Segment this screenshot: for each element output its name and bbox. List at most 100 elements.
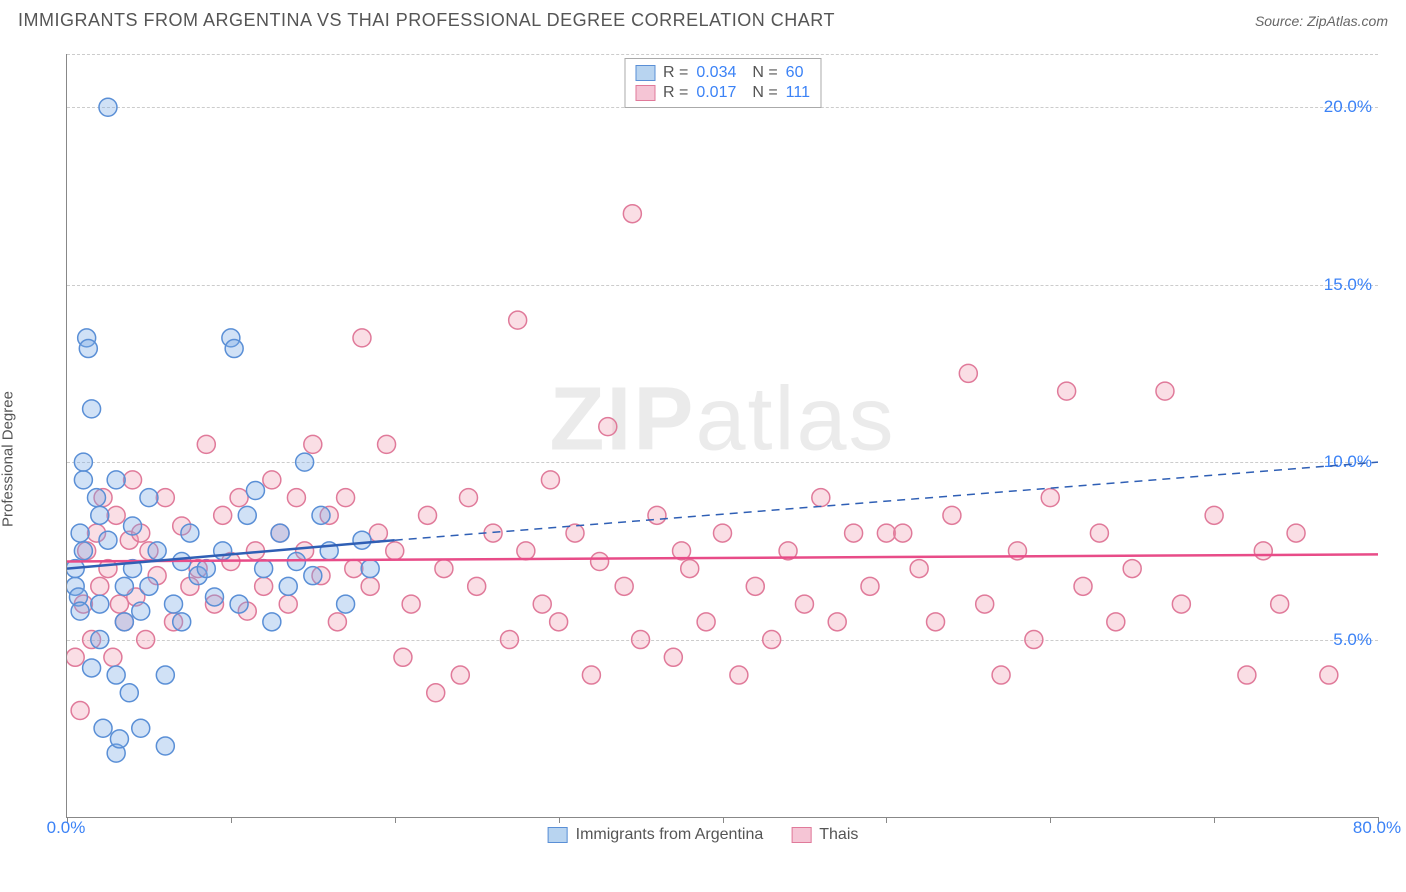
scatter-point-thais — [328, 613, 346, 631]
scatter-point-thais — [1156, 382, 1174, 400]
scatter-point-thais — [71, 702, 89, 720]
scatter-point-argentina — [74, 542, 92, 560]
scatter-point-thais — [156, 489, 174, 507]
chart-source: Source: ZipAtlas.com — [1255, 13, 1388, 29]
scatter-point-argentina — [238, 506, 256, 524]
scatter-point-argentina — [165, 595, 183, 613]
scatter-point-thais — [1205, 506, 1223, 524]
scatter-point-argentina — [181, 524, 199, 542]
scatter-point-thais — [1172, 595, 1190, 613]
scatter-point-thais — [287, 489, 305, 507]
scatter-point-thais — [197, 435, 215, 453]
scatter-point-argentina — [120, 684, 138, 702]
scatter-point-thais — [877, 524, 895, 542]
x-tick-mark — [231, 817, 232, 823]
scatter-point-thais — [795, 595, 813, 613]
legend-r-label: R = — [663, 64, 688, 82]
chart-title: IMMIGRANTS FROM ARGENTINA VS THAI PROFES… — [18, 10, 835, 31]
chart-area: Professional Degree ZIPatlas R = 0.034 N… — [18, 44, 1388, 874]
legend-swatch-thais — [791, 827, 811, 843]
scatter-point-thais — [541, 471, 559, 489]
scatter-point-thais — [279, 595, 297, 613]
series-legend-item: Immigrants from Argentina — [548, 826, 764, 844]
scatter-point-argentina — [337, 595, 355, 613]
scatter-point-thais — [763, 631, 781, 649]
x-tick-mark — [559, 817, 560, 823]
scatter-point-thais — [67, 648, 84, 666]
scatter-point-thais — [451, 666, 469, 684]
scatter-point-argentina — [225, 340, 243, 358]
legend-n-value: 111 — [786, 84, 810, 102]
scatter-point-thais — [714, 524, 732, 542]
scatter-point-argentina — [156, 737, 174, 755]
scatter-point-thais — [509, 311, 527, 329]
scatter-point-argentina — [132, 602, 150, 620]
scatter-point-thais — [533, 595, 551, 613]
scatter-point-argentina — [91, 631, 109, 649]
scatter-point-thais — [910, 560, 928, 578]
scatter-point-argentina — [197, 560, 215, 578]
scatter-point-thais — [1025, 631, 1043, 649]
scatter-point-thais — [550, 613, 568, 631]
plot-region: ZIPatlas R = 0.034 N = 60 R = 0.017 N = … — [66, 54, 1378, 818]
scatter-point-argentina — [91, 595, 109, 613]
x-tick-mark — [723, 817, 724, 823]
scatter-point-thais — [746, 577, 764, 595]
legend-swatch-argentina — [548, 827, 568, 843]
scatter-point-thais — [632, 631, 650, 649]
legend-n-label: N = — [752, 64, 777, 82]
stats-legend-row: R = 0.017 N = 111 — [635, 83, 810, 103]
scatter-point-thais — [263, 471, 281, 489]
scatter-point-thais — [959, 364, 977, 382]
scatter-point-thais — [1074, 577, 1092, 595]
scatter-point-thais — [615, 577, 633, 595]
scatter-point-argentina — [110, 730, 128, 748]
scatter-point-thais — [1041, 489, 1059, 507]
scatter-point-thais — [976, 595, 994, 613]
scatter-point-thais — [369, 524, 387, 542]
scatter-point-argentina — [124, 517, 142, 535]
scatter-point-argentina — [205, 588, 223, 606]
x-tick-mark — [395, 817, 396, 823]
scatter-point-thais — [353, 329, 371, 347]
scatter-point-argentina — [94, 719, 112, 737]
scatter-point-thais — [1287, 524, 1305, 542]
legend-r-value: 0.017 — [696, 84, 744, 102]
scatter-point-argentina — [271, 524, 289, 542]
scatter-point-argentina — [115, 613, 133, 631]
scatter-point-argentina — [230, 595, 248, 613]
scatter-point-argentina — [353, 531, 371, 549]
scatter-point-thais — [927, 613, 945, 631]
scatter-point-argentina — [263, 613, 281, 631]
x-tick-label: 0.0% — [47, 818, 86, 838]
scatter-point-thais — [943, 506, 961, 524]
scatter-point-argentina — [361, 560, 379, 578]
x-tick-mark — [886, 817, 887, 823]
scatter-point-argentina — [115, 577, 133, 595]
x-tick-mark — [1050, 817, 1051, 823]
scatter-point-thais — [110, 595, 128, 613]
scatter-point-thais — [255, 577, 273, 595]
scatter-point-thais — [681, 560, 699, 578]
scatter-point-argentina — [173, 613, 191, 631]
series-legend-label: Thais — [819, 826, 858, 844]
x-tick-mark — [1214, 817, 1215, 823]
scatter-point-argentina — [83, 400, 101, 418]
scatter-point-thais — [230, 489, 248, 507]
scatter-point-thais — [361, 577, 379, 595]
scatter-point-thais — [402, 595, 420, 613]
legend-swatch-thais — [635, 85, 655, 101]
scatter-point-thais — [828, 613, 846, 631]
scatter-point-thais — [992, 666, 1010, 684]
scatter-point-thais — [730, 666, 748, 684]
scatter-point-thais — [1058, 382, 1076, 400]
scatter-point-thais — [91, 577, 109, 595]
scatter-point-thais — [648, 506, 666, 524]
scatter-point-thais — [845, 524, 863, 542]
scatter-point-argentina — [246, 482, 264, 500]
series-legend-item: Thais — [791, 826, 858, 844]
scatter-point-thais — [394, 648, 412, 666]
scatter-point-argentina — [279, 577, 297, 595]
scatter-point-argentina — [304, 567, 322, 585]
scatter-point-argentina — [156, 666, 174, 684]
